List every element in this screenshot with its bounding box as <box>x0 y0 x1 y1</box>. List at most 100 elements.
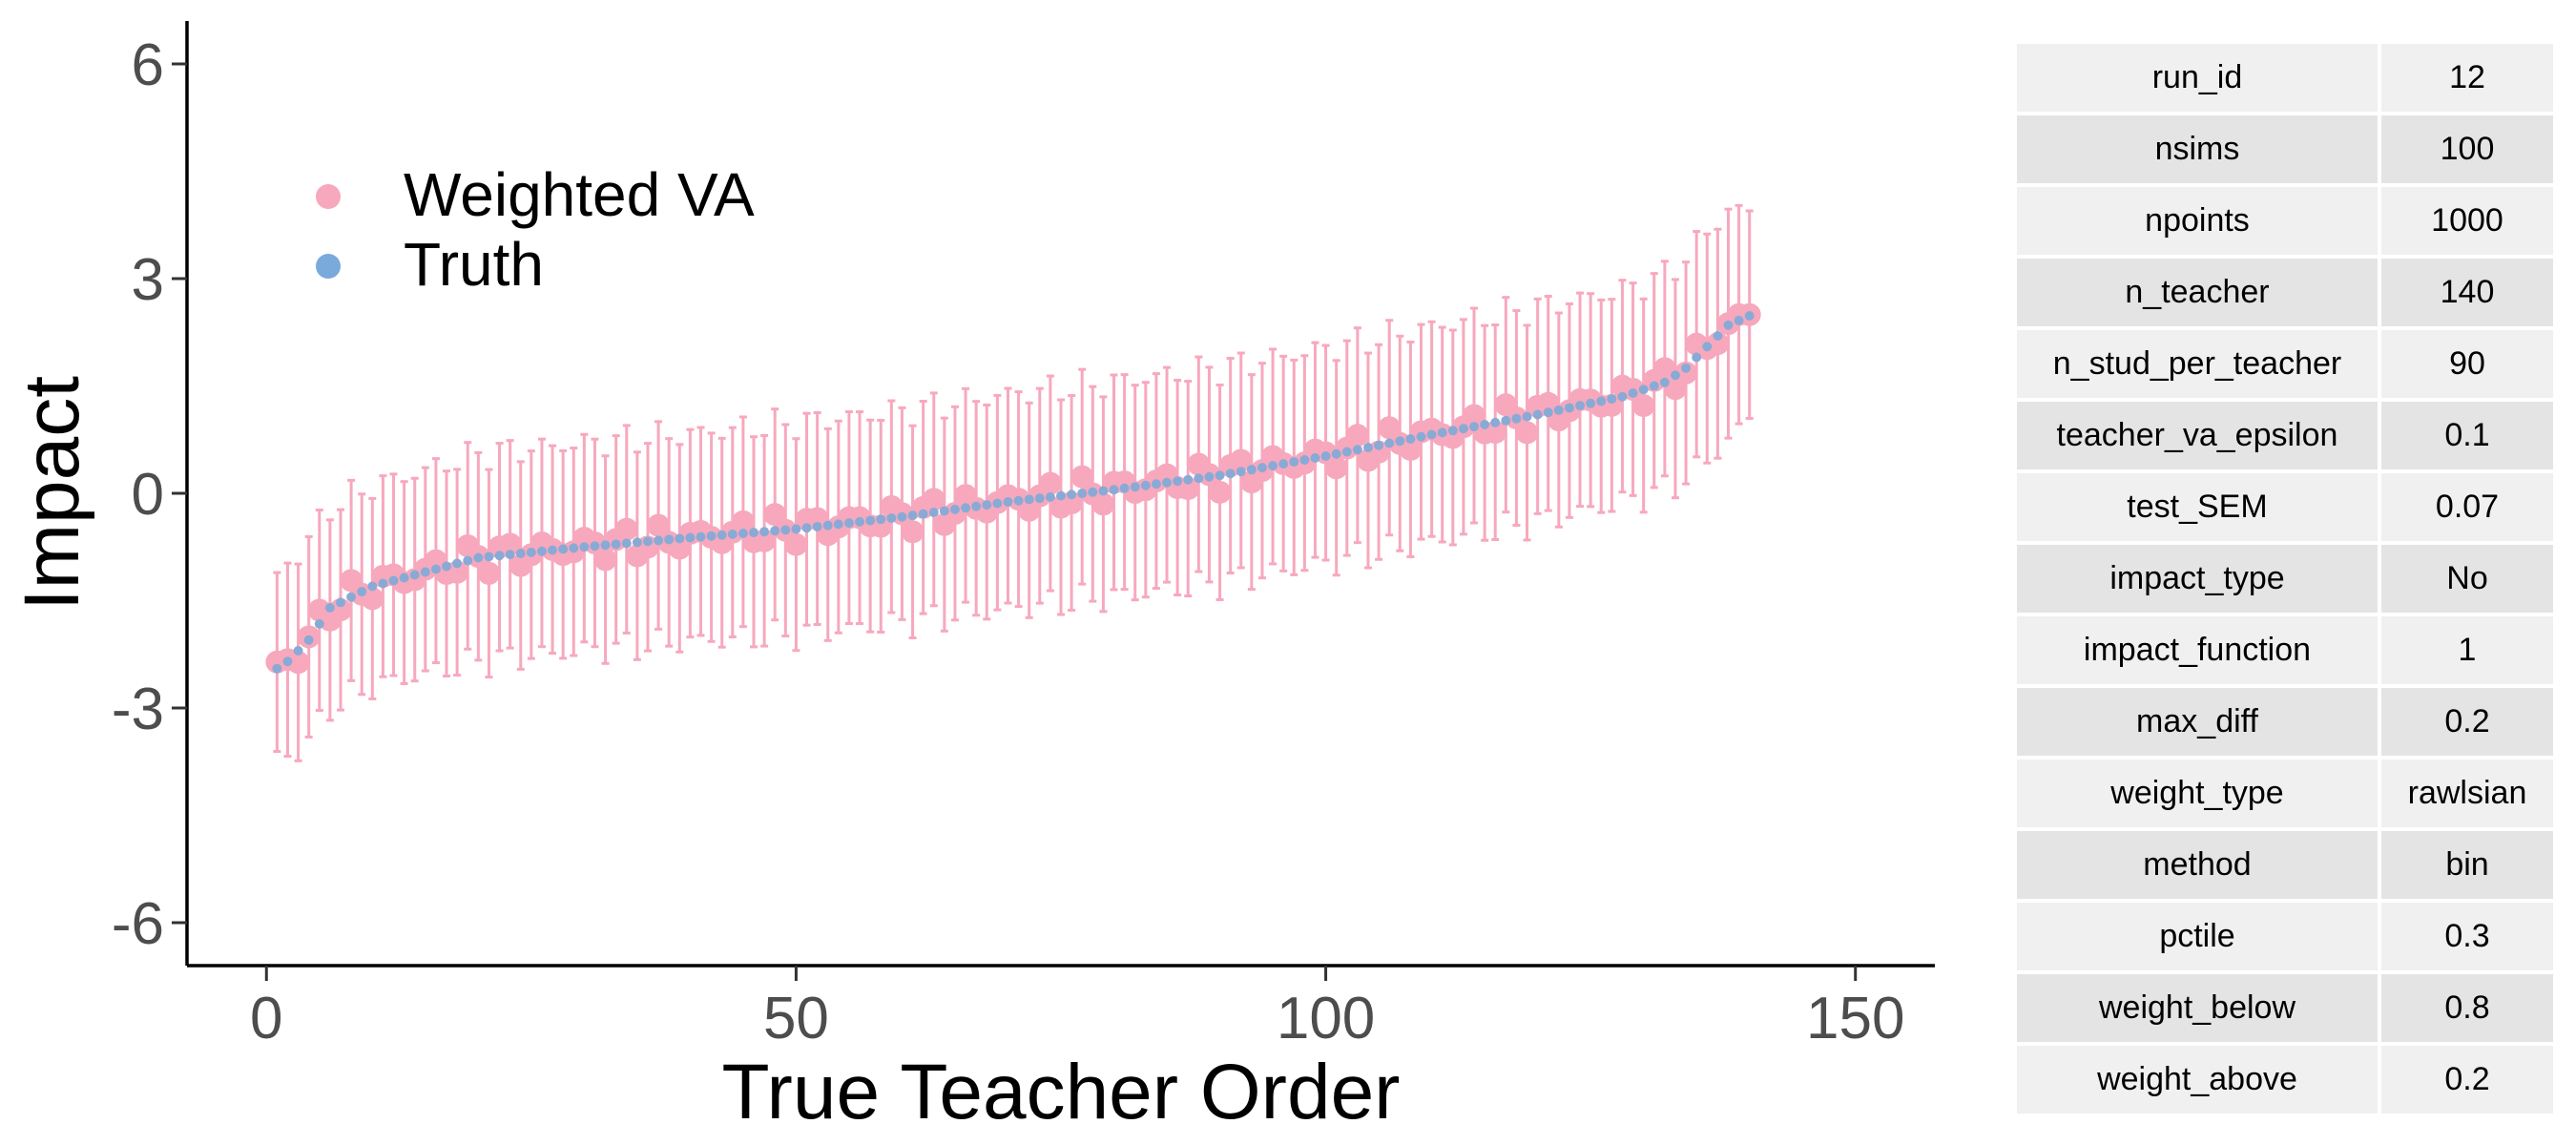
truth-point <box>737 529 748 538</box>
truth-point <box>696 531 706 542</box>
truth-point <box>1268 461 1278 471</box>
truth-point <box>1140 480 1151 490</box>
weighted-va-point <box>498 532 522 556</box>
truth-point <box>452 558 463 569</box>
weighted-va-point <box>1176 477 1200 501</box>
param-value: 90 <box>2381 330 2553 398</box>
weighted-va-point <box>361 587 384 611</box>
param-value: bin <box>2381 831 2553 899</box>
param-value: 0.8 <box>2381 974 2553 1042</box>
truth-point <box>907 510 918 521</box>
x-tick-label: 100 <box>1277 986 1375 1051</box>
truth-point <box>1034 493 1045 504</box>
weighted-va-point <box>1060 491 1084 515</box>
truth-point <box>1532 409 1543 420</box>
truth-point <box>378 578 388 589</box>
param-value: 1 <box>2381 616 2553 684</box>
weighted-va-point <box>1674 361 1698 385</box>
truth-point <box>1437 427 1447 438</box>
truth-point <box>314 618 324 629</box>
param-name: test_SEM <box>2017 473 2378 541</box>
param-value: 140 <box>2381 259 2553 326</box>
weighted-va-point <box>1399 437 1423 461</box>
parameters-table: run_id 12 nsims 100 npoints 1000 n_teacher 140 n… <box>2013 40 2557 1117</box>
truth-point <box>642 536 653 547</box>
weighted-va-point <box>1367 440 1391 464</box>
chart: 0 50 100 150 6 3 0 -3 -6 True Teacher Order Imp… <box>9 21 1935 1135</box>
param-value: 12 <box>2381 44 2553 112</box>
truth-point <box>654 535 664 546</box>
truth-point <box>515 549 526 558</box>
truth-point <box>324 603 335 613</box>
y-axis-ticks: 6 3 0 -3 -6 <box>112 32 187 957</box>
truth-point <box>1299 455 1310 466</box>
legend-label-truth: Truth <box>404 230 544 299</box>
truth-point <box>420 567 430 577</box>
truth-point <box>685 532 696 543</box>
truth-point <box>1341 447 1352 457</box>
legend-key-truth <box>316 254 341 279</box>
truth-point <box>982 500 992 510</box>
truth-point <box>706 531 717 541</box>
truth-point <box>558 544 569 554</box>
y-tick-label: 0 <box>132 462 164 528</box>
truth-point <box>855 516 865 527</box>
weighted-va-point <box>922 488 945 511</box>
truth-point <box>303 635 314 645</box>
table-row: method bin <box>2017 831 2553 899</box>
table-row: nsims 100 <box>2017 115 2553 183</box>
param-value: 0.2 <box>2381 1046 2553 1114</box>
truth-point <box>1395 436 1405 447</box>
truth-point <box>749 528 759 538</box>
truth-point <box>1013 495 1024 506</box>
truth-point <box>526 547 536 557</box>
truth-point <box>1416 431 1426 442</box>
truth-point <box>632 537 642 548</box>
truth-point <box>611 539 621 550</box>
truth-point <box>1384 438 1395 448</box>
truth-point <box>1447 426 1458 436</box>
truth-point <box>1564 403 1574 413</box>
truth-point <box>876 514 886 525</box>
weighted-va-point <box>635 535 659 559</box>
truth-point <box>1246 465 1257 475</box>
truth-point <box>1215 470 1225 481</box>
truth-point <box>1713 331 1723 341</box>
truth-point <box>463 555 473 566</box>
param-value: 0.2 <box>2381 688 2553 756</box>
truth-point <box>1183 474 1194 485</box>
truth-point <box>590 541 600 552</box>
truth-point <box>1109 485 1119 495</box>
truth-point <box>335 597 345 608</box>
weighted-va-point <box>1229 448 1253 472</box>
truth-point <box>843 518 854 529</box>
y-tick-label: -3 <box>112 677 164 742</box>
truth-point <box>759 527 770 537</box>
truth-point <box>1511 413 1522 424</box>
table-row: impact_function 1 <box>2017 616 2553 684</box>
truth-point <box>1362 443 1373 452</box>
x-tick-label: 50 <box>763 986 829 1051</box>
weighted-va-point <box>328 598 352 622</box>
truth-point <box>1320 451 1331 461</box>
table-row: n_stud_per_teacher 90 <box>2017 330 2553 398</box>
legend-label-weighted-va: Weighted VA <box>404 160 755 229</box>
param-name: weight_above <box>2017 1046 2378 1114</box>
truth-point <box>1458 424 1468 434</box>
truth-point <box>621 538 632 549</box>
truth-point <box>1331 448 1341 459</box>
param-name: pctile <box>2017 903 2378 970</box>
truth-point <box>494 551 505 561</box>
truth-point <box>1543 407 1553 418</box>
truth-point <box>675 533 685 544</box>
y-tick-label: -6 <box>112 891 164 957</box>
truth-point <box>961 503 971 513</box>
truth-point <box>1553 405 1564 415</box>
param-name: run_id <box>2017 44 2378 112</box>
truth-point <box>918 509 928 519</box>
truth-point <box>1151 479 1161 489</box>
weighted-va-point <box>614 517 638 541</box>
truth-point <box>1173 476 1183 487</box>
truth-point <box>1077 489 1088 499</box>
truth-point <box>801 523 812 533</box>
